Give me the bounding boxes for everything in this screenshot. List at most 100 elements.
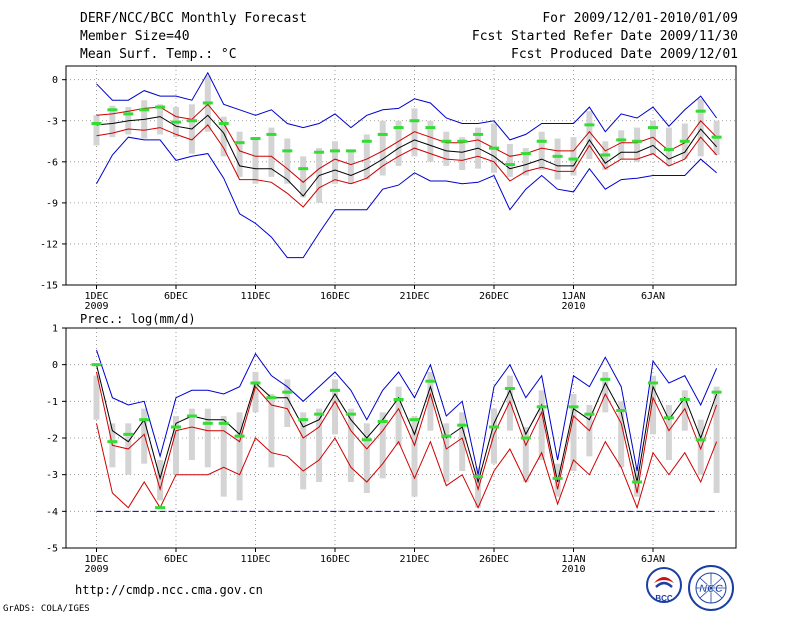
median-marker <box>123 112 134 116</box>
y-tick-label: 0 <box>52 360 58 371</box>
spread-box <box>332 141 338 184</box>
median-marker <box>250 137 261 141</box>
y-tick-label: -3 <box>46 116 58 127</box>
x-year-label: 2009 <box>84 564 108 575</box>
series-line-mean <box>96 364 718 484</box>
median-marker <box>266 396 277 400</box>
spread-box <box>713 386 720 493</box>
series-line-upper <box>96 371 718 494</box>
spread-box <box>363 134 370 180</box>
spread-box <box>570 394 577 471</box>
median-marker <box>600 377 611 381</box>
median-marker <box>202 101 213 105</box>
median-marker <box>711 390 722 394</box>
median-marker <box>234 434 245 438</box>
spread-box <box>109 105 116 138</box>
series-line-lower <box>96 423 718 510</box>
spread-box <box>570 137 577 176</box>
series-line-max <box>96 349 718 475</box>
series-line-min <box>96 136 717 259</box>
median-marker <box>218 121 229 125</box>
median-marker <box>679 139 690 143</box>
spread-box <box>618 130 625 160</box>
spread-box <box>443 423 450 482</box>
spread-box <box>411 416 418 497</box>
spread-box <box>602 372 609 413</box>
median-marker <box>504 163 515 167</box>
median-marker <box>679 398 690 401</box>
y-tick-label: -2 <box>46 434 58 445</box>
median-marker <box>457 139 468 143</box>
median-marker <box>91 363 102 367</box>
forecast-title: DERF/NCC/BCC Monthly Forecast <box>80 11 307 26</box>
spread-box <box>538 390 545 460</box>
spread-box <box>506 144 513 177</box>
median-marker <box>234 141 245 145</box>
ncc-logo-text: NCC <box>699 583 724 595</box>
spread-box <box>236 412 243 501</box>
panel-title: Prec.: log(mm/d) <box>80 312 196 326</box>
spread-box <box>650 375 656 435</box>
median-marker <box>361 139 372 143</box>
x-tick-label: 1DEC <box>84 554 108 565</box>
spread-box <box>411 108 418 157</box>
spread-box <box>634 127 641 162</box>
spread-box <box>188 408 195 460</box>
spread-box <box>443 131 450 166</box>
spread-box <box>538 131 545 171</box>
median-marker <box>218 421 229 425</box>
y-tick-label: -12 <box>40 239 58 250</box>
median-marker <box>441 434 452 438</box>
ncc-logo: NCC <box>688 565 734 611</box>
spread-box <box>363 423 370 493</box>
spread-box <box>697 98 704 157</box>
forecast-period: For 2009/12/01-2010/01/09 <box>542 11 738 26</box>
spread-box <box>220 116 227 157</box>
y-tick-label: -1 <box>46 397 58 408</box>
median-marker <box>711 135 722 139</box>
spread-box <box>332 379 338 435</box>
spread-box <box>347 408 354 482</box>
spread-box <box>204 408 211 468</box>
spread-box <box>554 138 561 180</box>
median-marker <box>584 412 595 416</box>
median-marker <box>171 120 181 124</box>
y-tick-label: -4 <box>46 507 58 518</box>
median-marker <box>91 121 102 125</box>
median-marker <box>695 438 706 442</box>
series-line-lower <box>96 124 717 208</box>
chart-panel-2: Prec.: log(mm/d) 1 0 -1 -2 -3 -4 -5 1DEC 6DEC 11DE… <box>46 312 737 575</box>
y-tick-label: 0 <box>52 75 58 86</box>
spread-box <box>141 408 148 464</box>
median-marker <box>361 438 372 442</box>
spread-box <box>681 390 688 431</box>
spread-box <box>506 375 513 431</box>
x-tick-label: 6DEC <box>164 554 188 565</box>
median-marker <box>632 139 643 143</box>
median-marker <box>377 132 388 136</box>
spread-box <box>697 419 704 475</box>
series-line-mean <box>96 114 717 197</box>
spread-box <box>300 412 307 490</box>
variable-label: Mean Surf. Temp.: °C <box>80 47 237 62</box>
plot-frame <box>65 65 737 286</box>
median-marker <box>536 139 547 143</box>
median-marker <box>377 420 388 423</box>
spread-box <box>665 405 672 460</box>
spread-box <box>379 120 386 176</box>
x-tick-label: 21DEC <box>399 554 429 565</box>
spread-box <box>459 137 466 171</box>
median-marker <box>504 387 515 390</box>
spread-box <box>427 120 434 162</box>
bcc-logo-text: BCC <box>655 594 673 603</box>
x-tick-label: 11DEC <box>240 554 270 565</box>
median-marker <box>393 126 404 130</box>
x-tick-label: 1JAN <box>561 554 585 565</box>
source-url[interactable]: http://cmdp.ncc.cma.gov.cn <box>75 583 263 597</box>
spread-box <box>522 427 529 482</box>
spread-box <box>252 372 259 413</box>
forecast-start-date: Fcst Started Refer Date 2009/11/30 <box>471 29 738 44</box>
series-line-upper <box>96 103 717 183</box>
y-tick-label: -9 <box>46 198 58 209</box>
